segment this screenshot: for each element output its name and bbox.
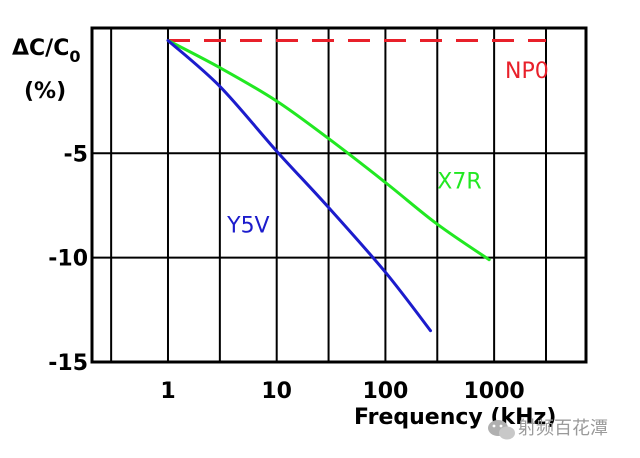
y-axis-unit: (%) (24, 79, 66, 104)
x-tick-label-2: 100 (362, 379, 408, 404)
y-axis-title-subscript: 0 (69, 47, 80, 66)
series-label-y5v: Y5V (226, 214, 269, 239)
plot-frame (90, 26, 588, 364)
series-label-x7r: X7R (437, 170, 481, 195)
y-axis-title: ΔC/C0 (12, 36, 81, 66)
wechat-icon (488, 420, 515, 440)
x-axis-title: Frequency (kHz) (354, 405, 556, 430)
vertical-gridlines (110, 28, 547, 362)
watermark: 射频百花潭 (488, 418, 608, 440)
x-tick-labels: 1 10 100 1000 (160, 379, 524, 404)
y-axis-title-main: ΔC/C (12, 36, 69, 61)
y-tick-label-1: -10 (48, 247, 88, 272)
y-tick-label-2: -15 (48, 351, 88, 376)
series-line-x7r (166, 39, 491, 262)
x-tick-label-0: 1 (160, 379, 175, 404)
y-tick-labels: -5 -10 -15 (48, 142, 88, 376)
x-tick-label-3: 1000 (464, 379, 525, 404)
plot-background (92, 28, 586, 362)
x-tick-label-1: 10 (261, 379, 292, 404)
series-label-np0: NP0 (505, 59, 549, 84)
series-line-y5v (166, 39, 432, 333)
watermark-text: 射频百花潭 (518, 418, 608, 439)
y-tick-label-0: -5 (64, 142, 88, 167)
series-layer: NP0 X7R Y5V (166, 39, 549, 333)
